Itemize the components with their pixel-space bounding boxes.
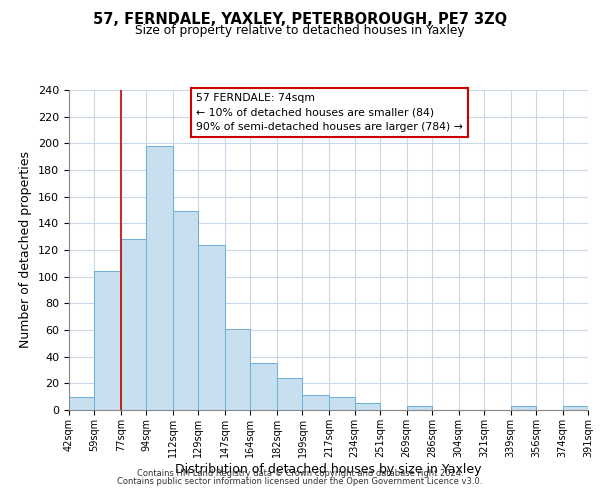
- Text: Contains public sector information licensed under the Open Government Licence v3: Contains public sector information licen…: [118, 477, 482, 486]
- Bar: [69, 396, 94, 410]
- Bar: [199, 244, 225, 410]
- Bar: [302, 396, 329, 410]
- X-axis label: Distribution of detached houses by size in Yaxley: Distribution of detached houses by size …: [175, 462, 482, 475]
- Bar: [563, 406, 588, 410]
- Bar: [355, 404, 380, 410]
- Bar: [511, 406, 536, 410]
- Bar: [277, 378, 302, 410]
- Text: Size of property relative to detached houses in Yaxley: Size of property relative to detached ho…: [135, 24, 465, 37]
- Bar: [329, 396, 355, 410]
- Bar: [250, 364, 277, 410]
- Bar: [146, 146, 173, 410]
- Bar: [173, 212, 199, 410]
- Bar: [94, 272, 121, 410]
- Bar: [121, 240, 146, 410]
- Text: Contains HM Land Registry data © Crown copyright and database right 2024.: Contains HM Land Registry data © Crown c…: [137, 468, 463, 477]
- Bar: [225, 328, 250, 410]
- Text: 57, FERNDALE, YAXLEY, PETERBOROUGH, PE7 3ZQ: 57, FERNDALE, YAXLEY, PETERBOROUGH, PE7 …: [93, 12, 507, 28]
- Y-axis label: Number of detached properties: Number of detached properties: [19, 152, 32, 348]
- Bar: [407, 406, 432, 410]
- Text: 57 FERNDALE: 74sqm
← 10% of detached houses are smaller (84)
90% of semi-detache: 57 FERNDALE: 74sqm ← 10% of detached hou…: [196, 93, 463, 132]
